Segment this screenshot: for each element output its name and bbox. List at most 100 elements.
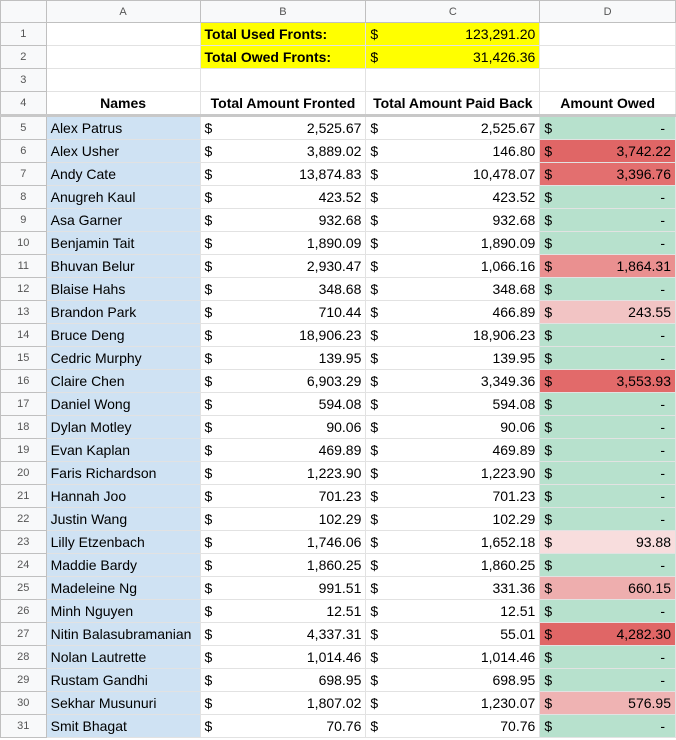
summary-value-used[interactable]: $123,291.20 bbox=[365, 22, 541, 46]
owed-cell[interactable]: $ - bbox=[539, 714, 676, 738]
cell[interactable] bbox=[539, 22, 676, 46]
fronted-cell[interactable]: $1,807.02 bbox=[199, 691, 367, 715]
fronted-cell[interactable]: $3,889.02 bbox=[199, 139, 367, 163]
owed-cell[interactable]: $ - bbox=[539, 346, 676, 370]
name-cell[interactable]: Cedric Murphy bbox=[45, 346, 201, 370]
fronted-cell[interactable]: $991.51 bbox=[199, 576, 367, 600]
row-header[interactable]: 22 bbox=[0, 507, 47, 531]
name-cell[interactable]: Rustam Gandhi bbox=[45, 668, 201, 692]
name-cell[interactable]: Maddie Bardy bbox=[45, 553, 201, 577]
owed-cell[interactable]: $ - bbox=[539, 645, 676, 669]
row-header[interactable]: 4 bbox=[0, 91, 47, 117]
owed-cell[interactable]: $ - bbox=[539, 461, 676, 485]
row-header[interactable]: 28 bbox=[0, 645, 47, 669]
name-cell[interactable]: Benjamin Tait bbox=[45, 231, 201, 255]
owed-cell[interactable]: $576.95 bbox=[539, 691, 676, 715]
fronted-cell[interactable]: $6,903.29 bbox=[199, 369, 367, 393]
cell[interactable] bbox=[365, 68, 541, 92]
row-header[interactable]: 8 bbox=[0, 185, 47, 209]
row-header[interactable]: 6 bbox=[0, 139, 47, 163]
row-header[interactable]: 9 bbox=[0, 208, 47, 232]
summary-label-owed[interactable]: Total Owed Fronts: bbox=[199, 45, 367, 69]
paid-cell[interactable]: $1,066.16 bbox=[365, 254, 541, 278]
paid-cell[interactable]: $1,890.09 bbox=[365, 231, 541, 255]
paid-cell[interactable]: $698.95 bbox=[365, 668, 541, 692]
paid-cell[interactable]: $70.76 bbox=[365, 714, 541, 738]
row-header[interactable]: 2 bbox=[0, 45, 47, 69]
name-cell[interactable]: Bhuvan Belur bbox=[45, 254, 201, 278]
name-cell[interactable]: Bruce Deng bbox=[45, 323, 201, 347]
fronted-cell[interactable]: $423.52 bbox=[199, 185, 367, 209]
cell[interactable] bbox=[199, 68, 367, 92]
fronted-cell[interactable]: $102.29 bbox=[199, 507, 367, 531]
column-header-b[interactable]: B bbox=[199, 0, 367, 23]
owed-cell[interactable]: $ - bbox=[539, 115, 676, 140]
fronted-cell[interactable]: $701.23 bbox=[199, 484, 367, 508]
owed-cell[interactable]: $4,282.30 bbox=[539, 622, 676, 646]
row-header[interactable]: 18 bbox=[0, 415, 47, 439]
owed-cell[interactable]: $ - bbox=[539, 507, 676, 531]
cell[interactable] bbox=[45, 68, 201, 92]
fronted-cell[interactable]: $90.06 bbox=[199, 415, 367, 439]
cell[interactable] bbox=[45, 45, 201, 69]
fronted-cell[interactable]: $70.76 bbox=[199, 714, 367, 738]
owed-cell[interactable]: $ - bbox=[539, 599, 676, 623]
paid-cell[interactable]: $348.68 bbox=[365, 277, 541, 301]
fronted-cell[interactable]: $932.68 bbox=[199, 208, 367, 232]
row-header[interactable]: 12 bbox=[0, 277, 47, 301]
paid-cell[interactable]: $423.52 bbox=[365, 185, 541, 209]
owed-cell[interactable]: $660.15 bbox=[539, 576, 676, 600]
owed-cell[interactable]: $ - bbox=[539, 668, 676, 692]
header-names[interactable]: Names bbox=[45, 91, 201, 117]
fronted-cell[interactable]: $698.95 bbox=[199, 668, 367, 692]
paid-cell[interactable]: $331.36 bbox=[365, 576, 541, 600]
fronted-cell[interactable]: $18,906.23 bbox=[199, 323, 367, 347]
row-header[interactable]: 31 bbox=[0, 714, 47, 738]
row-header[interactable]: 11 bbox=[0, 254, 47, 278]
name-cell[interactable]: Faris Richardson bbox=[45, 461, 201, 485]
name-cell[interactable]: Justin Wang bbox=[45, 507, 201, 531]
paid-cell[interactable]: $146.80 bbox=[365, 139, 541, 163]
fronted-cell[interactable]: $1,746.06 bbox=[199, 530, 367, 554]
owed-cell[interactable]: $93.88 bbox=[539, 530, 676, 554]
row-header[interactable]: 21 bbox=[0, 484, 47, 508]
owed-cell[interactable]: $1,864.31 bbox=[539, 254, 676, 278]
row-header[interactable]: 5 bbox=[0, 115, 47, 140]
owed-cell[interactable]: $ - bbox=[539, 392, 676, 416]
row-header[interactable]: 14 bbox=[0, 323, 47, 347]
summary-label-used[interactable]: Total Used Fronts: bbox=[199, 22, 367, 46]
header-paid[interactable]: Total Amount Paid Back bbox=[365, 91, 541, 117]
paid-cell[interactable]: $55.01 bbox=[365, 622, 541, 646]
paid-cell[interactable]: $3,349.36 bbox=[365, 369, 541, 393]
name-cell[interactable]: Andy Cate bbox=[45, 162, 201, 186]
paid-cell[interactable]: $701.23 bbox=[365, 484, 541, 508]
fronted-cell[interactable]: $1,223.90 bbox=[199, 461, 367, 485]
name-cell[interactable]: Sekhar Musunuri bbox=[45, 691, 201, 715]
paid-cell[interactable]: $18,906.23 bbox=[365, 323, 541, 347]
name-cell[interactable]: Evan Kaplan bbox=[45, 438, 201, 462]
name-cell[interactable]: Dylan Motley bbox=[45, 415, 201, 439]
paid-cell[interactable]: $2,525.67 bbox=[365, 115, 541, 140]
owed-cell[interactable]: $ - bbox=[539, 277, 676, 301]
fronted-cell[interactable]: $12.51 bbox=[199, 599, 367, 623]
name-cell[interactable]: Anugreh Kaul bbox=[45, 185, 201, 209]
row-header[interactable]: 19 bbox=[0, 438, 47, 462]
name-cell[interactable]: Alex Patrus bbox=[45, 115, 201, 140]
paid-cell[interactable]: $102.29 bbox=[365, 507, 541, 531]
owed-cell[interactable]: $ - bbox=[539, 185, 676, 209]
fronted-cell[interactable]: $139.95 bbox=[199, 346, 367, 370]
row-header[interactable]: 1 bbox=[0, 22, 47, 46]
name-cell[interactable]: Madeleine Ng bbox=[45, 576, 201, 600]
owed-cell[interactable]: $ - bbox=[539, 208, 676, 232]
column-header-a[interactable]: A bbox=[45, 0, 201, 23]
row-header[interactable]: 27 bbox=[0, 622, 47, 646]
fronted-cell[interactable]: $2,930.47 bbox=[199, 254, 367, 278]
row-header[interactable]: 7 bbox=[0, 162, 47, 186]
name-cell[interactable]: Asa Garner bbox=[45, 208, 201, 232]
cell[interactable] bbox=[45, 22, 201, 46]
row-header[interactable]: 15 bbox=[0, 346, 47, 370]
fronted-cell[interactable]: $710.44 bbox=[199, 300, 367, 324]
name-cell[interactable]: Lilly Etzenbach bbox=[45, 530, 201, 554]
fronted-cell[interactable]: $2,525.67 bbox=[199, 115, 367, 140]
name-cell[interactable]: Smit Bhagat bbox=[45, 714, 201, 738]
